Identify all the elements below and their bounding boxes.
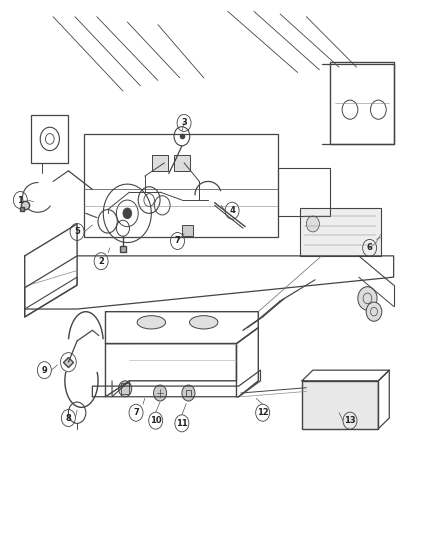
Circle shape <box>182 385 195 401</box>
Bar <box>300 208 381 256</box>
Bar <box>121 383 130 394</box>
Text: 8: 8 <box>66 414 71 423</box>
Text: 9: 9 <box>42 366 47 375</box>
Text: 7: 7 <box>133 408 139 417</box>
Circle shape <box>366 302 382 321</box>
Circle shape <box>119 381 132 397</box>
Text: 10: 10 <box>150 416 162 425</box>
Bar <box>302 381 378 429</box>
Bar <box>152 155 168 171</box>
Bar <box>330 62 394 144</box>
Text: 2: 2 <box>98 257 104 265</box>
Circle shape <box>358 287 377 310</box>
Text: 1: 1 <box>18 196 23 205</box>
Text: 7: 7 <box>175 237 180 246</box>
Text: 12: 12 <box>257 408 268 417</box>
Text: 3: 3 <box>181 118 187 127</box>
Text: 4: 4 <box>229 206 235 215</box>
Text: 13: 13 <box>344 416 356 425</box>
Circle shape <box>306 216 319 232</box>
Ellipse shape <box>137 316 166 329</box>
Text: 11: 11 <box>176 419 188 428</box>
Text: 5: 5 <box>74 228 80 237</box>
Bar <box>174 155 190 171</box>
Bar <box>31 115 68 163</box>
Bar <box>182 225 193 236</box>
Circle shape <box>153 385 166 401</box>
Text: 6: 6 <box>367 244 373 253</box>
Bar <box>186 390 191 396</box>
Circle shape <box>123 208 132 219</box>
Bar <box>84 134 278 237</box>
Ellipse shape <box>190 316 218 329</box>
